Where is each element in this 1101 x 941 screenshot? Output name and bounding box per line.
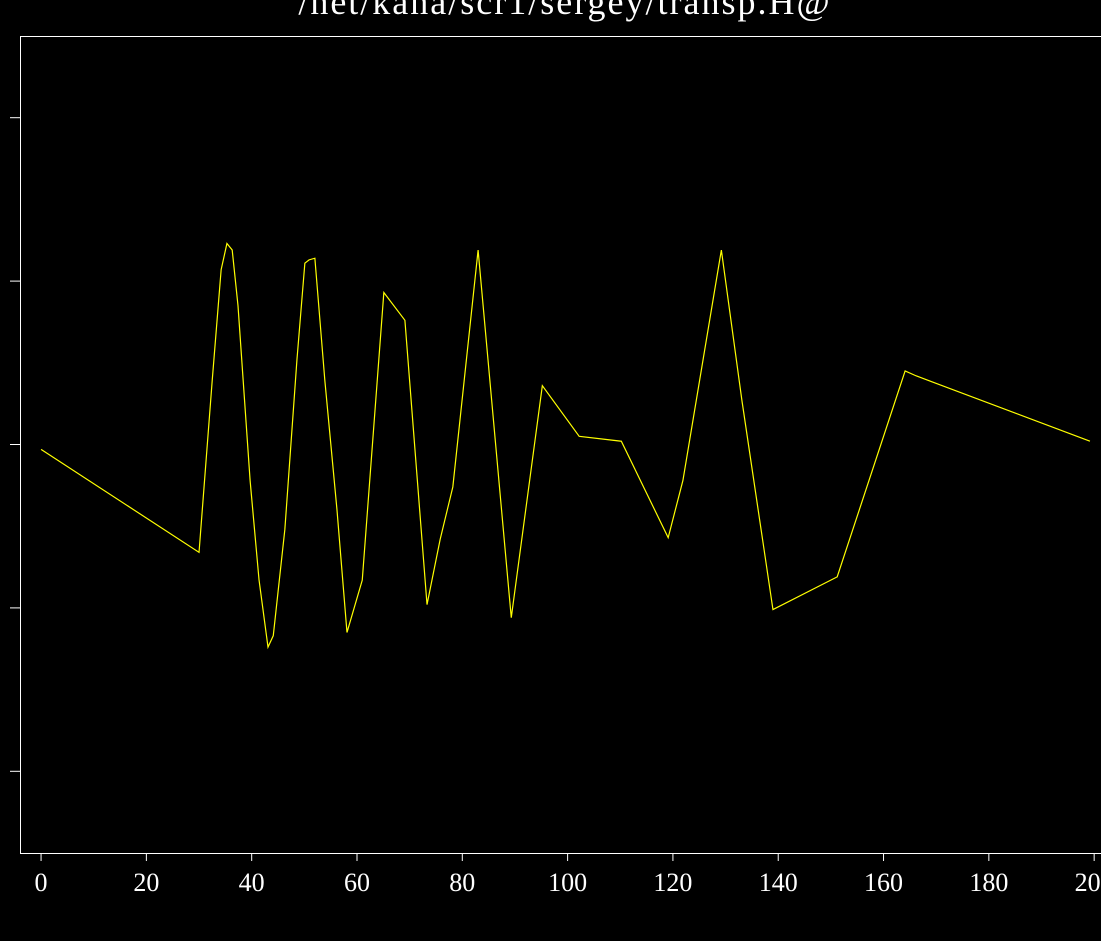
x-tick-label: 0 [35,868,48,897]
x-tick-label: 140 [759,868,798,897]
chart-title: /net/kana/scr1/sergey/transp.H@ [298,0,831,22]
x-tick-label: 200 [1075,868,1101,897]
x-tick-label: 20 [133,868,159,897]
plot-frame [20,36,1101,854]
x-tick-label: 80 [449,868,475,897]
x-tick-label: 100 [548,868,587,897]
x-tick-label: 40 [239,868,265,897]
x-tick-label: 160 [864,868,903,897]
x-tick-label: 180 [969,868,1008,897]
data-line [40,242,1091,650]
x-tick-label: 120 [653,868,692,897]
x-tick-label: 60 [344,868,370,897]
